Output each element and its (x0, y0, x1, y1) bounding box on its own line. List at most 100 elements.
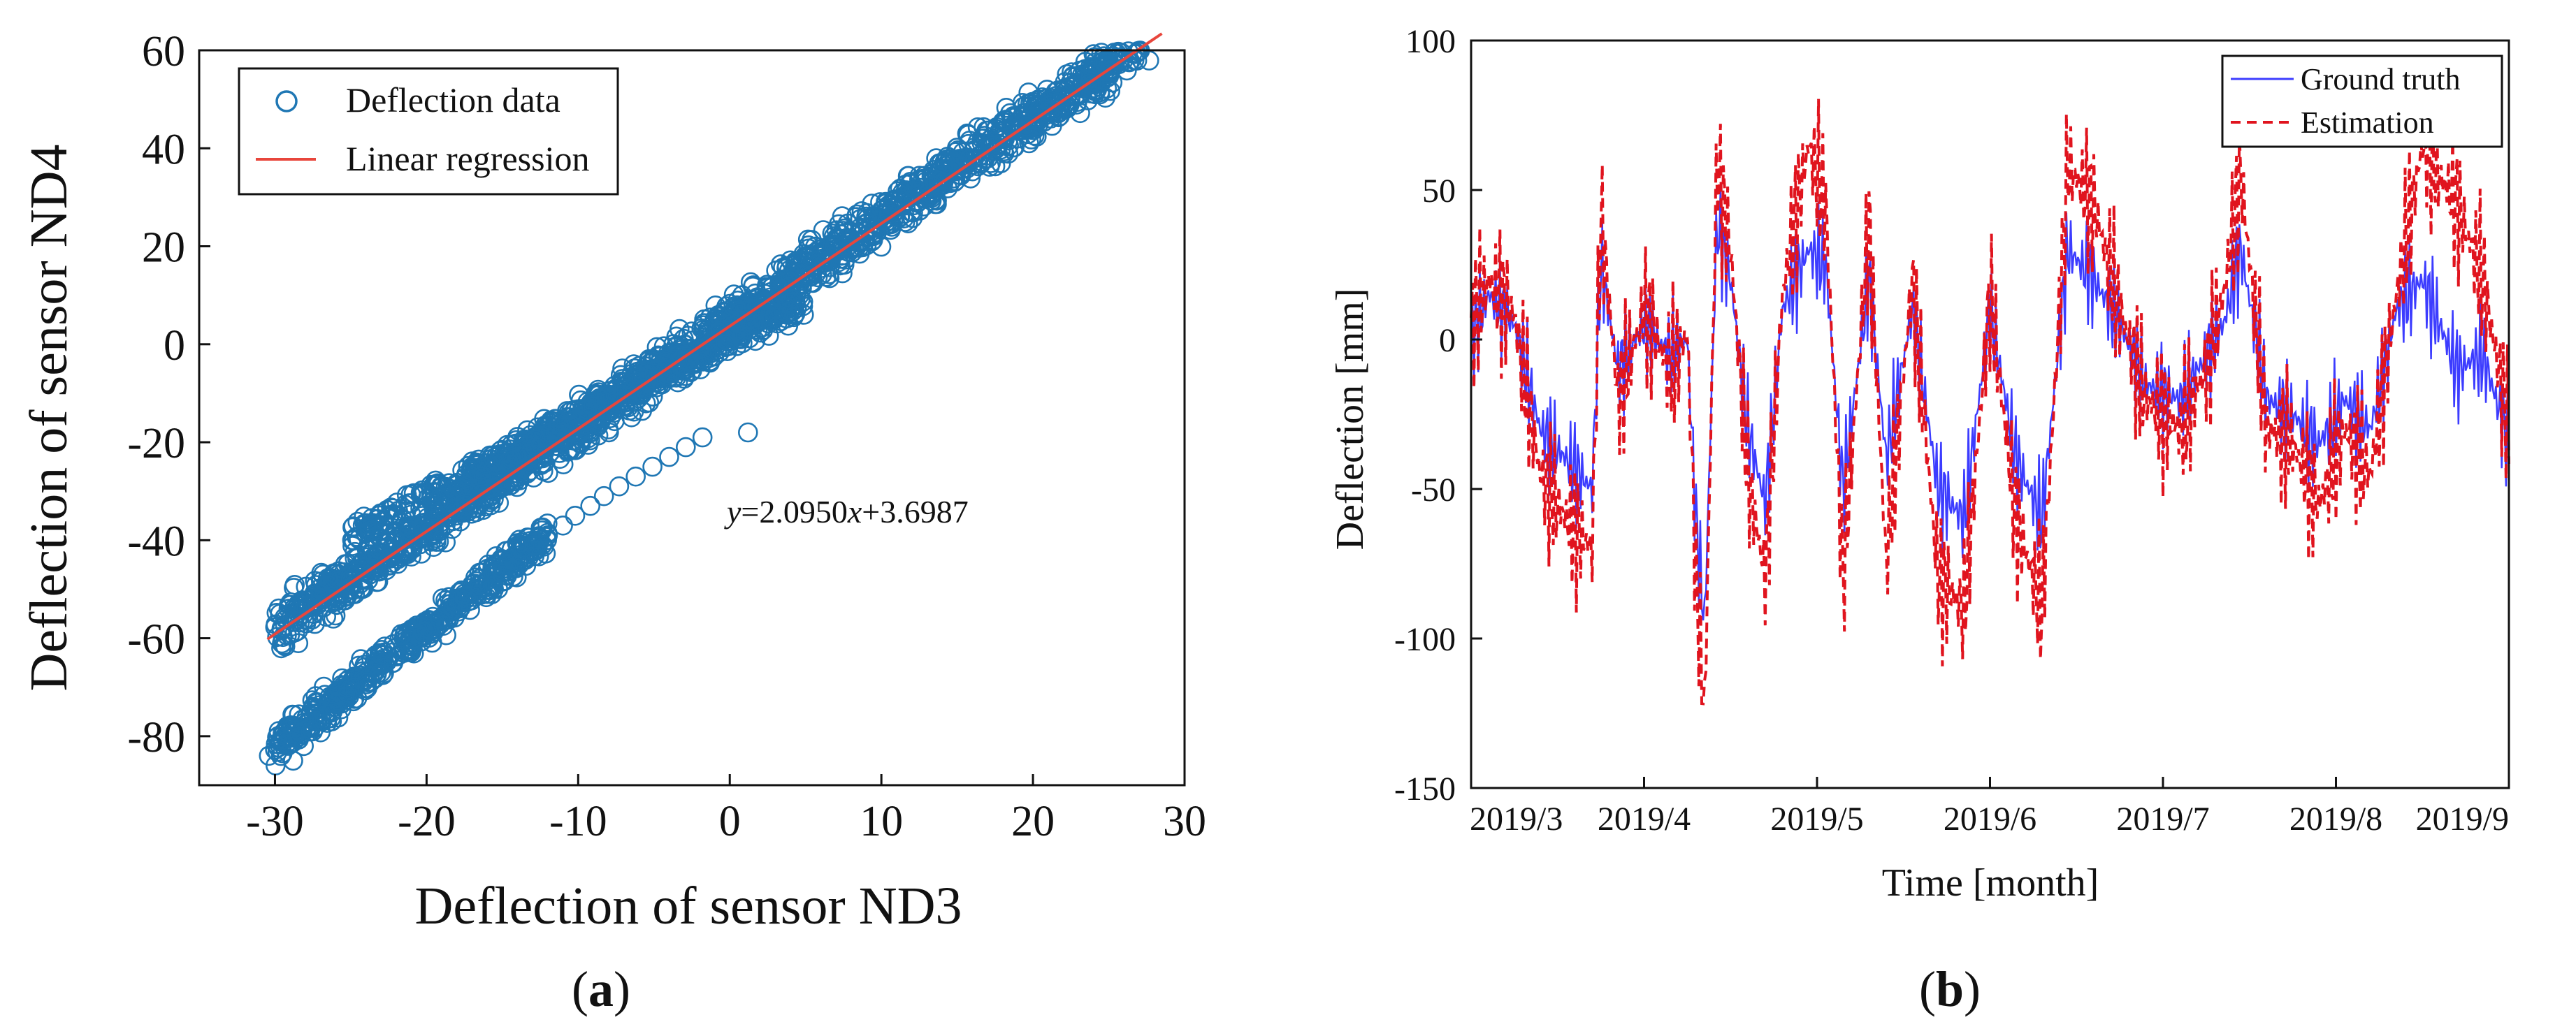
panel-caption-a: (a) (572, 961, 630, 1017)
x-tick-label: 2019/8 (2289, 801, 2382, 838)
x-tick-label: 0 (719, 798, 741, 845)
y-tick-label: -50 (1411, 472, 1456, 509)
scatter-point (994, 112, 1015, 133)
scatter-point (851, 201, 872, 221)
x-tick-label: -20 (398, 798, 456, 845)
scatter-point (289, 726, 310, 747)
scatter-point (537, 525, 558, 546)
panel-caption-b: (b) (1919, 961, 1981, 1017)
scatter-point (366, 571, 387, 592)
scatter-point (421, 486, 442, 506)
plot-frame-a (198, 49, 1186, 787)
scatter-point (666, 349, 686, 370)
scatter-point (482, 453, 503, 474)
scatter-point (379, 646, 400, 667)
scatter-point (400, 484, 421, 505)
scatter-point (934, 159, 954, 180)
scatter-point (411, 543, 432, 564)
scatter-point (278, 599, 299, 619)
scatter-point (932, 173, 953, 193)
x-tick-label: 2019/6 (1944, 801, 2036, 838)
scatter-point (979, 156, 1000, 177)
y-ticks-b: -150 -100 -50 0 50 100 (1394, 23, 1482, 808)
scatter-point (949, 149, 969, 169)
scatter-point (526, 429, 546, 450)
scatter-point (259, 745, 280, 766)
scatter-point (545, 423, 566, 444)
scatter-point (593, 486, 614, 506)
scatter-point (444, 479, 464, 500)
scatter-point (306, 710, 327, 731)
y-tick-label: -80 (127, 714, 185, 761)
y-tick-label: 60 (142, 28, 185, 75)
legend-label-estimation: Estimation (2301, 105, 2434, 140)
scatter-point (382, 497, 402, 518)
scatter-point (471, 488, 492, 509)
scatter-point (768, 305, 788, 326)
scatter-point (565, 505, 586, 526)
scatter-point (356, 517, 377, 538)
y-ticks-a: -80 -60 -40 -20 0 20 40 60 (127, 28, 210, 761)
scatter-point (982, 135, 1003, 156)
scatter-point (588, 425, 609, 446)
x-tick-label: 2019/9 (2416, 801, 2509, 838)
scatter-point (1080, 83, 1101, 104)
scatter-point (1080, 73, 1100, 94)
scatter-point (730, 296, 750, 317)
scatter-point (514, 429, 535, 450)
x-tick-label: -10 (549, 798, 607, 845)
scatter-point (832, 206, 853, 226)
scatter-point (890, 189, 911, 210)
scatter-point (305, 585, 326, 606)
scatter-point (798, 238, 819, 259)
y-tick-label: 100 (1405, 23, 1456, 60)
scatter-point (871, 236, 892, 257)
scatter-point (813, 220, 834, 240)
scatter-point (739, 319, 760, 340)
panel-letter-b: b (1936, 961, 1964, 1017)
scatter-point (745, 330, 766, 351)
scatter-point (1070, 103, 1090, 124)
legend-label-ground-truth: Ground truth (2301, 62, 2461, 96)
scatter-point (704, 346, 725, 367)
scatter-point (350, 665, 370, 686)
scatter-point (357, 678, 377, 699)
scatter-point (715, 334, 735, 355)
scatter-point (967, 117, 988, 138)
y-tick-label: -60 (127, 616, 185, 664)
y-tick-label: 50 (1422, 173, 1456, 210)
scatter-point (780, 250, 801, 271)
scatter-point (307, 594, 328, 615)
scatter-point (779, 260, 799, 281)
y-axis-label-b: Deflection [mm] (1329, 289, 1372, 550)
scatter-point (400, 520, 420, 541)
scatter-point (509, 555, 529, 576)
x-tick-label: 2019/3 (1470, 801, 1563, 838)
scatter-point (483, 564, 504, 585)
scatter-point (391, 624, 412, 645)
series-estimation (1470, 86, 2510, 706)
scatter-point (650, 365, 671, 385)
scatter-point (579, 407, 599, 428)
scatter-point (368, 550, 389, 570)
y-tick-label: 20 (142, 224, 185, 272)
scatter-point (369, 643, 390, 664)
y-tick-label: 0 (164, 322, 185, 370)
scatter-point (345, 677, 366, 698)
scatter-point (926, 148, 946, 168)
y-tick-label: 40 (142, 126, 185, 173)
scatter-point (288, 633, 309, 654)
x-ticks-b: 2019/3 2019/4 2019/5 2019/6 2019/7 2019/8 2019… (1470, 777, 2510, 838)
legend-a: Deflection data Linear regression (238, 67, 619, 196)
scatter-point (327, 594, 347, 615)
scatter-point (351, 649, 371, 669)
scatter-point (404, 628, 425, 648)
legend-label-line: Linear regression (346, 139, 589, 178)
regression-line (266, 32, 1163, 641)
scatter-point (1021, 129, 1041, 149)
y-tick-label: 0 (1439, 322, 1456, 359)
scatter-point (921, 191, 942, 211)
y-tick-label: -40 (127, 518, 185, 565)
scatter-point (469, 562, 490, 583)
scatter-point (370, 662, 391, 683)
